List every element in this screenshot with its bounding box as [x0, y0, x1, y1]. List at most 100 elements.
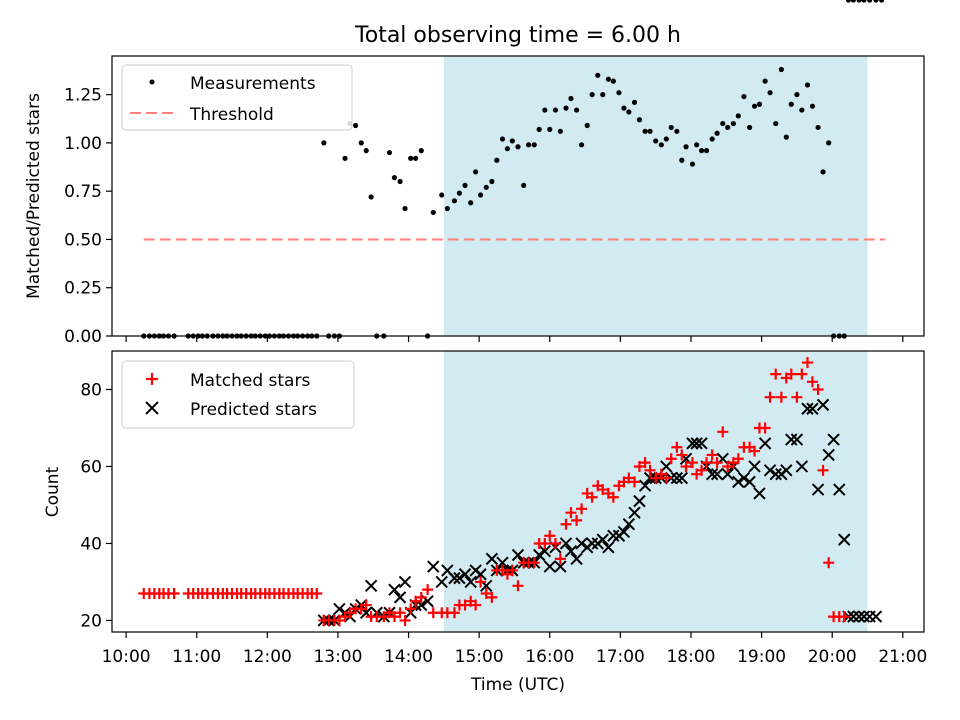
measurement-point: [809, 103, 816, 109]
predicted-point: [554, 560, 567, 573]
measurement-point: [773, 120, 779, 127]
measurement-point: [531, 142, 537, 148]
measurement-point: [642, 128, 648, 134]
matched-point: [539, 537, 551, 549]
matched-point: [650, 472, 662, 484]
count-y-tick-label: 40: [80, 534, 102, 554]
matched-point: [717, 426, 729, 438]
predicted-point: [847, 610, 860, 623]
predicted-point: [333, 602, 346, 616]
measurement-point: [568, 95, 574, 102]
time-x-tick-label: 14:00: [384, 647, 433, 667]
measurement-point: [636, 117, 643, 123]
time-x-tick-label: 13:00: [313, 647, 362, 667]
predicted-point: [732, 475, 745, 489]
predicted-point: [543, 560, 556, 573]
matched-point: [722, 460, 734, 472]
measurement-point: [489, 178, 495, 185]
measurement-point: [709, 136, 715, 142]
measurement-point: [621, 105, 627, 111]
measurement-point: [418, 148, 424, 154]
matched-point: [639, 457, 651, 469]
observing-window-shade-bottom: [443, 351, 868, 632]
predicted-point: [743, 475, 756, 489]
predicted-point: [795, 460, 809, 473]
predicted-point: [816, 398, 830, 412]
measurement-point: [668, 124, 674, 131]
measurement-point: [788, 101, 794, 107]
predicted-point: [435, 575, 448, 589]
matched-point: [480, 588, 492, 600]
measurement-point: [462, 182, 468, 188]
legend-predicted-marker: [145, 401, 159, 415]
measurement-point: [363, 148, 369, 154]
measurement-point: [413, 155, 419, 161]
predicted-point: [453, 571, 466, 585]
predicted-point: [564, 544, 578, 558]
measurement-point: [679, 157, 685, 163]
measurement-point: [430, 209, 436, 216]
predicted-point: [638, 479, 652, 492]
measurement-point: [683, 144, 689, 150]
predicted-point: [690, 437, 703, 450]
measurement-point: [578, 142, 585, 148]
matched-point: [633, 460, 645, 472]
matched-point: [701, 457, 713, 469]
measurement-point: [653, 138, 659, 144]
ratio-panel-frame: [111, 55, 925, 337]
matched-point: [399, 614, 411, 626]
measurement-point: [746, 124, 753, 131]
matched-point: [565, 507, 577, 519]
measurement-point: [456, 190, 462, 196]
matched-point: [838, 611, 850, 623]
time-x-tick-label: 11:00: [172, 647, 221, 667]
measurement-point: [674, 128, 680, 134]
measurement-point: [698, 148, 705, 154]
count-y-tick-label: 20: [80, 611, 102, 631]
measurement-point: [509, 138, 515, 144]
chart-title: Total observing time = 6.00 h: [354, 23, 681, 48]
measurement-point: [826, 140, 832, 146]
predicted-point: [790, 433, 804, 446]
measurement-point: [504, 146, 511, 152]
predicted-point: [780, 464, 793, 477]
predicted-point: [857, 610, 871, 623]
matched-point: [554, 553, 566, 565]
time-x-tick-label: 10:00: [102, 647, 151, 667]
matched-point: [785, 368, 797, 380]
matched-point: [405, 603, 417, 615]
predicted-point: [852, 610, 866, 623]
measurement-point: [547, 126, 553, 132]
predicted-point: [705, 467, 719, 481]
measurement-point: [873, 0, 879, 3]
measurement-point: [856, 0, 862, 3]
matched-point: [770, 368, 782, 380]
matched-point: [706, 449, 718, 461]
measurement-point: [626, 109, 632, 115]
legend-matched-marker: [146, 373, 158, 385]
matched-point: [415, 591, 427, 603]
measurement-point: [468, 200, 474, 206]
count-y-tick-label: 80: [80, 380, 102, 400]
measurement-point: [451, 198, 458, 204]
matched-point: [394, 607, 406, 619]
predicted-point: [869, 610, 883, 623]
predicted-point: [769, 467, 782, 481]
matched-point: [311, 588, 323, 600]
predicted-point: [833, 483, 846, 496]
predicted-point: [511, 548, 525, 562]
matched-point: [775, 391, 787, 403]
measurement-point: [689, 161, 696, 167]
predicted-point: [532, 548, 546, 562]
measurement-point: [353, 122, 359, 129]
matched-point: [801, 357, 813, 369]
measurement-point: [444, 205, 450, 212]
matched-point: [475, 576, 487, 588]
time-x-tick-label: 19:00: [737, 647, 786, 667]
measurement-point: [616, 90, 622, 96]
legend-measurement-marker: [149, 79, 155, 85]
predicted-point: [364, 579, 378, 593]
matched-point: [360, 599, 372, 611]
time-x-tick-label: 15:00: [455, 647, 504, 667]
